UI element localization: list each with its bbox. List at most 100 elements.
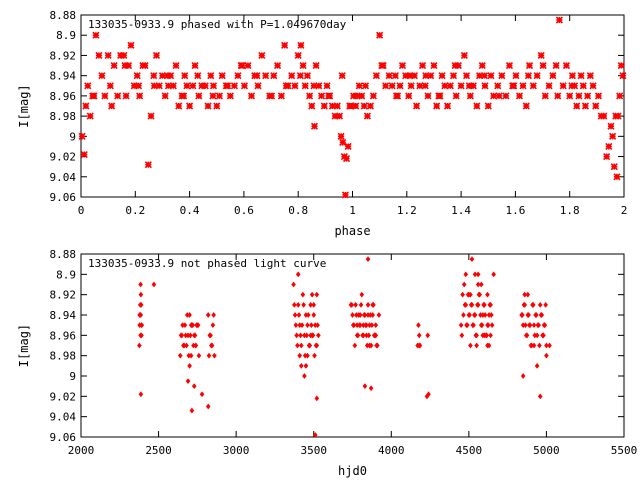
data-point — [603, 152, 611, 161]
data-point — [425, 332, 431, 339]
data-point — [537, 301, 543, 308]
data-point — [391, 72, 399, 80]
data-point — [586, 72, 594, 80]
data-point — [555, 16, 563, 24]
data-point — [247, 92, 256, 100]
data-point — [370, 301, 375, 308]
data-point — [469, 82, 477, 90]
data-point — [311, 301, 317, 308]
data-point — [163, 72, 171, 80]
data-point — [181, 342, 187, 349]
data-point — [138, 281, 143, 288]
data-point — [296, 72, 304, 80]
data-point — [430, 61, 438, 70]
data-point — [392, 92, 401, 100]
data-point — [474, 342, 479, 349]
data-point — [405, 92, 413, 100]
data-point — [133, 72, 141, 80]
data-point — [365, 301, 371, 308]
data-point — [538, 312, 544, 318]
data-point — [86, 112, 94, 120]
data-point — [471, 312, 477, 318]
data-point — [120, 51, 128, 60]
data-point — [312, 352, 317, 359]
data-point — [531, 342, 537, 349]
data-point — [130, 82, 138, 90]
data-point — [575, 92, 583, 100]
data-point — [201, 82, 209, 90]
x-tick-label: 0.6 — [234, 204, 254, 217]
data-point — [199, 391, 205, 398]
data-point — [297, 41, 305, 49]
data-point — [438, 72, 446, 80]
data-point — [427, 72, 435, 80]
data-point — [426, 391, 431, 398]
data-point — [181, 72, 189, 80]
data-point — [418, 61, 427, 70]
data-point — [325, 92, 333, 100]
x-tick-label: 1 — [349, 204, 356, 217]
data-point — [562, 61, 571, 70]
data-point — [84, 82, 92, 90]
data-point — [328, 102, 336, 110]
data-point — [90, 92, 98, 100]
data-point — [210, 322, 216, 329]
data-point — [211, 312, 216, 318]
data-point — [475, 301, 480, 308]
data-point — [234, 72, 242, 80]
y-tick-label: 8.88 — [50, 248, 77, 261]
data-point — [446, 82, 454, 90]
data-point — [137, 322, 142, 329]
x-tick-label: 0.4 — [180, 204, 200, 217]
data-point — [495, 92, 503, 100]
y-tick-label: 9.04 — [50, 411, 77, 424]
data-point — [353, 92, 361, 100]
data-point — [361, 312, 367, 318]
data-point — [524, 72, 532, 80]
data-point — [457, 82, 465, 90]
data-point — [138, 391, 144, 398]
data-point — [613, 173, 621, 181]
data-point — [141, 61, 149, 70]
data-point — [230, 82, 238, 90]
data-point — [164, 82, 172, 90]
data-point — [472, 271, 478, 278]
data-point — [315, 82, 323, 90]
data-point — [294, 332, 299, 339]
data-point — [184, 312, 190, 318]
data-point — [204, 102, 212, 110]
data-point — [301, 82, 309, 90]
data-point — [487, 72, 495, 80]
data-point — [339, 138, 347, 146]
data-point — [502, 92, 510, 100]
data-point — [293, 322, 299, 329]
data-point — [436, 92, 444, 100]
data-point — [374, 342, 379, 349]
data-point — [600, 112, 608, 120]
data-point — [301, 301, 306, 308]
data-point — [151, 281, 157, 288]
data-point — [187, 362, 192, 369]
data-point — [360, 102, 368, 110]
data-point — [520, 312, 525, 318]
data-point — [344, 142, 352, 151]
y-tick-label: 8.94 — [50, 309, 77, 322]
data-point — [292, 312, 298, 318]
data-point — [424, 92, 432, 100]
data-point — [310, 82, 318, 90]
data-point — [476, 291, 482, 298]
x-tick-label: 0.8 — [288, 204, 308, 217]
data-point — [193, 342, 199, 349]
data-point — [366, 102, 374, 110]
data-point — [462, 72, 471, 80]
data-point — [337, 132, 345, 140]
x-tick-label: 1.4 — [451, 204, 471, 217]
data-point — [175, 102, 183, 110]
data-point — [299, 61, 307, 70]
data-point — [338, 72, 346, 80]
data-point — [172, 61, 180, 70]
data-point — [463, 271, 469, 278]
data-point — [498, 72, 506, 80]
data-point — [312, 61, 320, 70]
data-point — [208, 332, 213, 339]
